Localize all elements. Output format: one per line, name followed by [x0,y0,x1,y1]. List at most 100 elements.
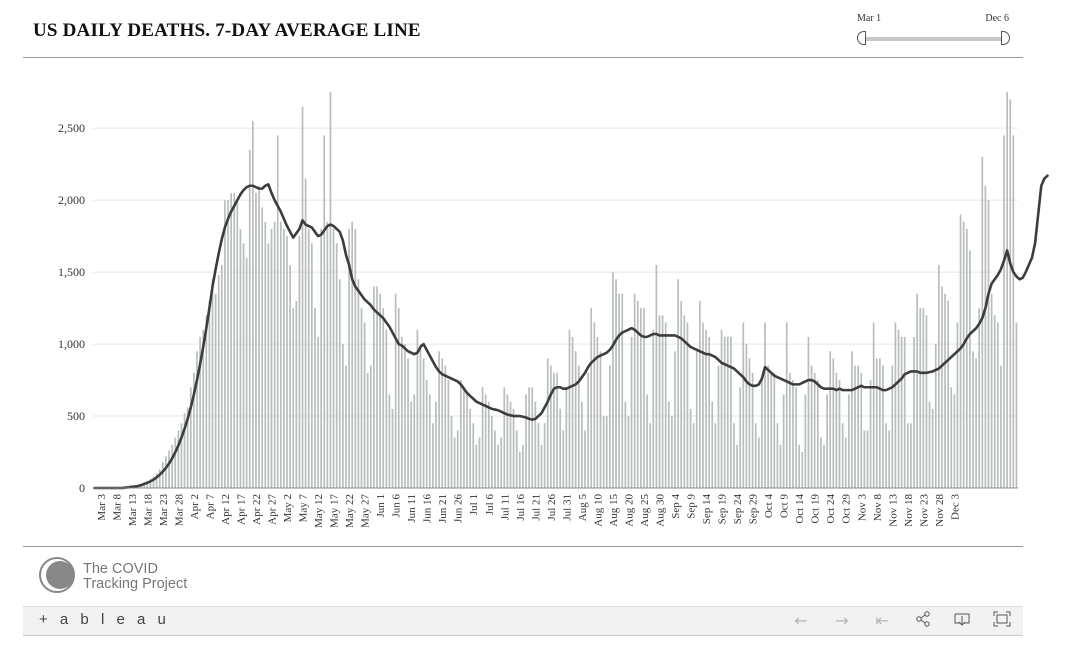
y-tick-label: 1,500 [58,265,85,279]
daily-death-bar [757,437,760,489]
daily-death-bar [286,236,288,489]
daily-death-bar [475,444,478,488]
daily-death-bar [891,365,894,488]
daily-death-bar [630,336,633,489]
daily-death-bar [792,380,794,488]
daily-death-bar [410,401,413,488]
daily-death-bar [711,401,714,488]
forward-icon[interactable]: → [835,611,849,630]
daily-death-bar [540,444,543,488]
back-icon[interactable]: ← [794,611,808,630]
revert-icon[interactable]: ⇤ [875,611,889,630]
x-tick-label: Sep 4 [670,494,682,519]
daily-death-bar [168,450,170,488]
x-tick-label: Jun 21 [437,494,449,523]
daily-death-bar [745,344,748,488]
daily-death-bar [733,423,735,488]
daily-death-bar [1009,99,1012,488]
daily-death-bar [255,192,257,488]
daily-death-bar [531,387,534,488]
slider-end-handle[interactable] [1001,31,1010,45]
slider-start-handle[interactable] [857,31,866,45]
daily-death-bar [692,423,695,488]
x-tick-label: Nov 18 [903,494,915,527]
download-icon[interactable] [951,611,973,631]
daily-death-bar [869,380,872,488]
slider-track[interactable] [861,37,1007,41]
daily-death-bar [655,264,658,488]
daily-death-bar [217,274,220,488]
daily-death-bar [667,401,670,488]
daily-death-bar [354,228,357,488]
daily-death-bar [500,437,503,489]
daily-death-bar [279,221,282,489]
daily-death-bar [581,401,583,488]
daily-death-bar [509,401,512,488]
daily-death-bar [906,423,909,488]
x-tick-label: Oct 9 [779,494,791,519]
daily-death-bar [838,380,841,488]
daily-death-bar [407,358,409,488]
daily-death-bar [714,423,717,488]
daily-death-bar [193,372,195,488]
daily-death-bar [789,372,791,488]
daily-death-bar [773,372,776,488]
daily-death-bar [205,315,208,488]
daily-death-bar [537,423,540,488]
daily-death-bar [332,228,335,488]
daily-death-bar [562,430,565,488]
tableau-brand[interactable]: + a b l e a u [39,611,170,628]
daily-death-bar [292,308,295,488]
fullscreen-icon[interactable] [991,611,1013,631]
daily-death-bar [646,394,648,488]
daily-death-bar [522,444,524,488]
share-icon[interactable] [912,611,934,631]
x-tick-label: May 7 [298,494,310,523]
logo-circle-icon [39,557,75,593]
daily-death-bar [826,394,828,488]
x-tick-label: Jul 6 [484,494,496,516]
daily-death-bar [416,329,419,488]
daily-death-bar [705,329,707,488]
daily-death-bar [627,416,630,488]
x-tick-label: Nov 28 [934,494,946,527]
daily-death-bar [1003,135,1005,489]
x-tick-label: Oct 19 [810,494,822,524]
daily-death-bar [422,358,425,488]
daily-death-bar [484,394,487,488]
daily-death-bar [335,243,338,488]
daily-death-bar [947,300,950,488]
daily-death-bar [872,322,875,488]
date-range-slider[interactable]: Mar 1 Dec 6 [855,12,1013,52]
daily-death-bar [990,293,993,488]
daily-death-bar [804,394,807,488]
daily-death-bar [419,344,422,488]
x-tick-label: Sep 19 [717,494,729,525]
daily-death-bar [152,476,155,488]
daily-death-bar [723,336,726,489]
seven-day-average-line [93,174,1049,490]
daily-death-bar [559,408,562,488]
y-tick-label: 500 [67,409,85,423]
daily-death-bar [686,322,689,488]
daily-death-bar [937,264,940,488]
daily-death-bar [214,293,217,488]
x-tick-label: Oct 24 [825,494,837,524]
x-tick-label: Apr 22 [251,494,263,525]
daily-death-bar [174,437,177,489]
daily-death-bar [385,329,388,488]
daily-death-bar [202,329,205,488]
tableau-toolbar: + a b l e a u ← → ⇤ [23,606,1023,636]
daily-death-bar [969,250,971,488]
daily-death-bar [220,264,223,488]
daily-death-bar [199,336,201,489]
daily-death-bar [320,228,322,488]
daily-death-bar [211,279,214,488]
daily-death-bar [180,423,183,488]
daily-death-bar [161,462,164,488]
daily-death-bar [481,387,484,488]
daily-death-bar [230,192,232,488]
daily-death-bar [317,336,319,489]
daily-death-bar [754,423,757,488]
daily-death-bar [388,394,391,488]
